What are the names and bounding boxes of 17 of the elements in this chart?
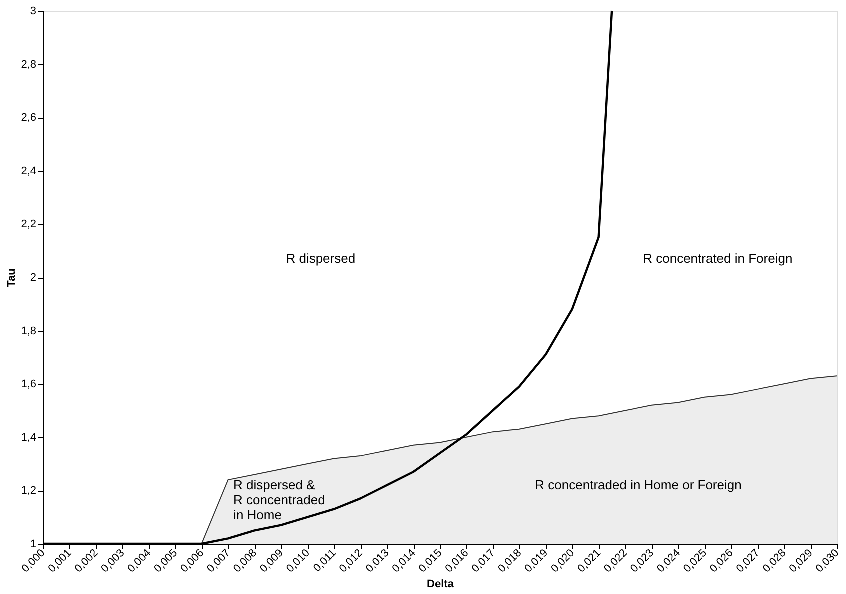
y-tick-label: 1 (30, 538, 36, 550)
y-tick-label: 1,2 (21, 485, 36, 498)
annotation: R dispersed (286, 250, 356, 266)
y-tick-label: 1,6 (21, 378, 36, 391)
annotation: R dispersed & R concentraded in Home (234, 477, 326, 522)
y-tick-label: 1,8 (21, 325, 36, 338)
y-axis-title: Tau (6, 268, 18, 288)
y-tick-label: 2 (30, 272, 36, 284)
x-axis-title: Delta (427, 578, 455, 590)
y-tick-label: 1,4 (21, 432, 36, 444)
annotation: R concentraded in Home or Foreign (535, 477, 742, 492)
y-tick-label: 2,6 (21, 112, 36, 124)
y-tick-label: 2,4 (21, 165, 36, 178)
y-tick-label: 3 (30, 6, 36, 18)
y-tick-label: 2,8 (21, 58, 36, 71)
y-tick-label: 2,2 (21, 218, 36, 231)
annotation: R concentrated in Foreign (643, 250, 793, 266)
